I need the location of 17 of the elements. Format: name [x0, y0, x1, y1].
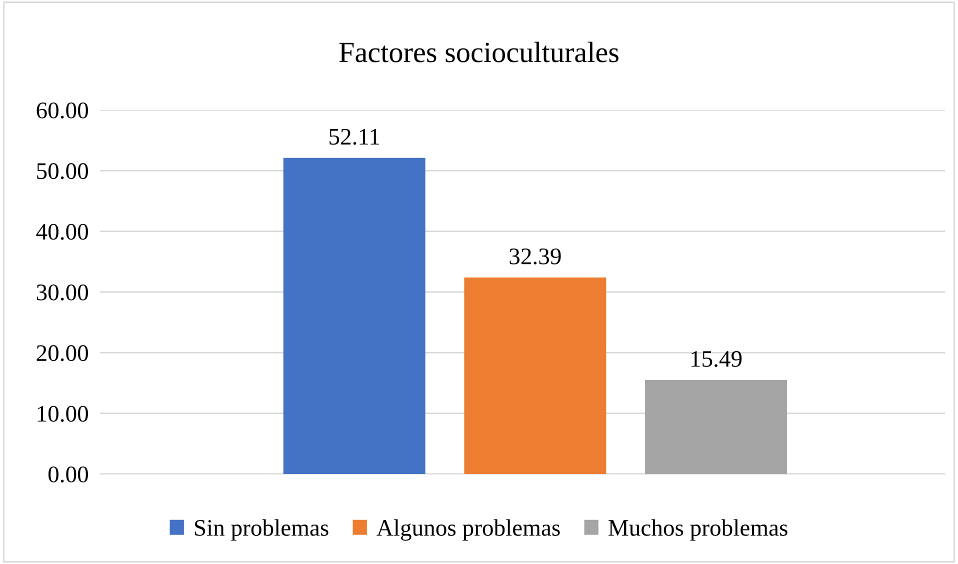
data-label: 52.11: [330, 128, 380, 145]
data-label: 32.39: [510, 248, 561, 264]
y-tick-label: 50.00: [37, 163, 88, 180]
y-tick-label: 60.00: [36, 102, 88, 119]
y-tick-label: 30.00: [36, 284, 88, 301]
legend-label: Sin problemas: [194, 519, 328, 541]
chart-title: Factores socioculturales: [339, 42, 618, 62]
bar: [645, 380, 787, 474]
y-tick-label: 10.00: [38, 406, 88, 422]
bar: [283, 158, 426, 474]
y-tick-label: 20.00: [36, 345, 88, 362]
data-label: 15.49: [692, 351, 742, 367]
legend-label: Muchos problemas: [608, 519, 788, 541]
y-tick-label: 40.00: [36, 224, 88, 240]
bar: [464, 278, 606, 474]
legend-label: Algunos problemas: [376, 519, 560, 541]
y-tick-label: 0.00: [48, 466, 88, 483]
